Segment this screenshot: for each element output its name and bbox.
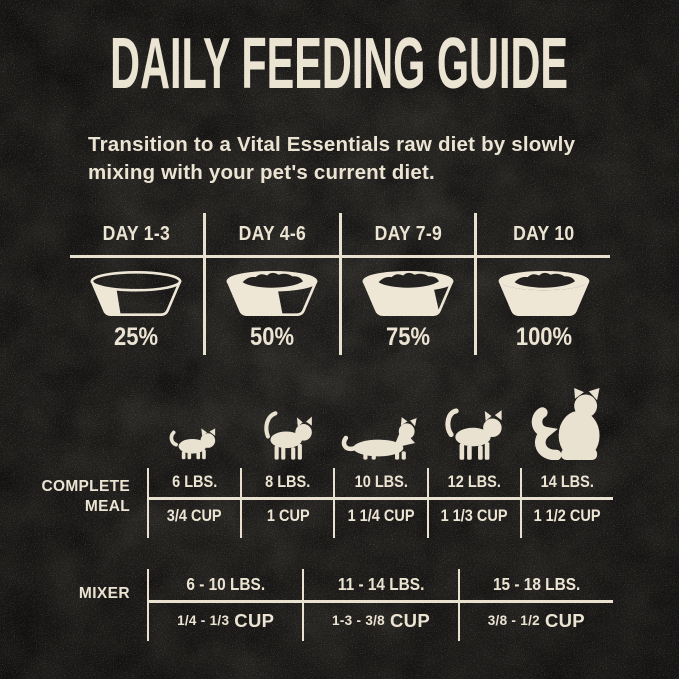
weight-label: 12 LBS. [447, 473, 501, 491]
complete-meal-table: 6 LBS. 3/4 CUP 8 LBS. 1 CUP 10 LBS. 1 1/… [147, 468, 613, 538]
weight-range-label: 11 - 14 LBS. [337, 574, 425, 594]
cup-range-label: 1-3 - 3/8 [332, 613, 385, 628]
weight-range-label: 6 - 10 LBS. [186, 574, 266, 594]
day-range-label: DAY 7-9 [374, 222, 442, 245]
transition-table: DAY 1-3 25% DAY 4-6 50% DAY 7-9 [70, 213, 610, 355]
percent-label: 100% [515, 323, 572, 351]
cup-amount-label: 1 1/4 CUP [347, 506, 415, 525]
cup-unit-label: CUP [390, 609, 430, 631]
mixer-label: MIXER [78, 585, 130, 602]
day-range-label: DAY 10 [512, 222, 575, 245]
bowl-25-percent-icon [90, 270, 182, 317]
cup-amount-label: 3/4 CUP [167, 506, 223, 525]
bowl-50-percent-icon [226, 270, 318, 317]
transition-col-day10: DAY 10 100% [474, 213, 610, 355]
mixer-divider [147, 600, 613, 603]
cup-amount-label: 1 1/2 CUP [533, 506, 601, 525]
subtitle: Transition to a Vital Essentials raw die… [88, 132, 576, 184]
page-title: DAILY FEEDING GUIDE [110, 24, 569, 104]
kitten-walking-icon [264, 411, 312, 460]
cat-stalking-icon [341, 417, 417, 460]
meal-col-6lbs: 6 LBS. 3/4 CUP [147, 468, 240, 538]
day-range-label: DAY 4-6 [238, 222, 306, 245]
cup-unit-label: CUP [234, 609, 275, 631]
transition-col-day4-6: DAY 4-6 50% [202, 213, 339, 355]
cup-unit-label: CUP [544, 609, 585, 631]
cup-amount-label: 1 CUP [266, 506, 310, 525]
weight-label: 14 LBS. [540, 473, 595, 491]
cup-range-label: 1/4 - 1/3 [177, 613, 230, 628]
mixer-table: 6 - 10 LBS. 1/4 - 1/3 CUP 11 - 14 LBS. 1… [147, 569, 613, 641]
transition-col-day1-3: DAY 1-3 25% [70, 213, 203, 355]
cat-walking-icon [445, 408, 502, 460]
meal-col-14lbs: 14 LBS. 1 1/2 CUP [519, 468, 613, 538]
percent-label: 50% [250, 323, 295, 351]
weight-label: 10 LBS. [354, 473, 408, 491]
meal-col-12lbs: 12 LBS. 1 1/3 CUP [426, 468, 520, 538]
mixer-col-11-14lbs: 11 - 14 LBS. 1-3 - 3/8 CUP [302, 569, 457, 641]
mixer-col-6-10lbs: 6 - 10 LBS. 1/4 - 1/3 CUP [147, 569, 302, 641]
transition-col-day7-9: DAY 7-9 75% [338, 213, 475, 355]
weight-label: 8 LBS. [265, 473, 311, 491]
complete-meal-label: COMPLETE MEAL [41, 478, 130, 515]
weight-label: 6 LBS. [172, 473, 218, 491]
cat-size-icons [147, 386, 613, 460]
percent-label: 75% [385, 323, 430, 351]
weight-range-label: 15 - 18 LBS. [492, 574, 580, 594]
bowl-100-percent-icon [498, 270, 590, 317]
percent-label: 25% [114, 323, 159, 351]
complete-meal-divider [147, 497, 613, 500]
cat-fluffy-sitting-icon [532, 388, 600, 460]
cup-amount-label: 1 1/3 CUP [440, 506, 508, 525]
day-range-label: DAY 1-3 [102, 222, 171, 245]
kitten-small-icon [169, 428, 215, 460]
meal-col-8lbs: 8 LBS. 1 CUP [240, 468, 333, 538]
cup-range-label: 3/8 - 1/2 [487, 613, 540, 628]
meal-col-10lbs: 10 LBS. 1 1/4 CUP [333, 468, 426, 538]
mixer-col-15-18lbs: 15 - 18 LBS. 3/8 - 1/2 CUP [457, 569, 613, 641]
bowl-75-percent-icon [362, 270, 454, 317]
